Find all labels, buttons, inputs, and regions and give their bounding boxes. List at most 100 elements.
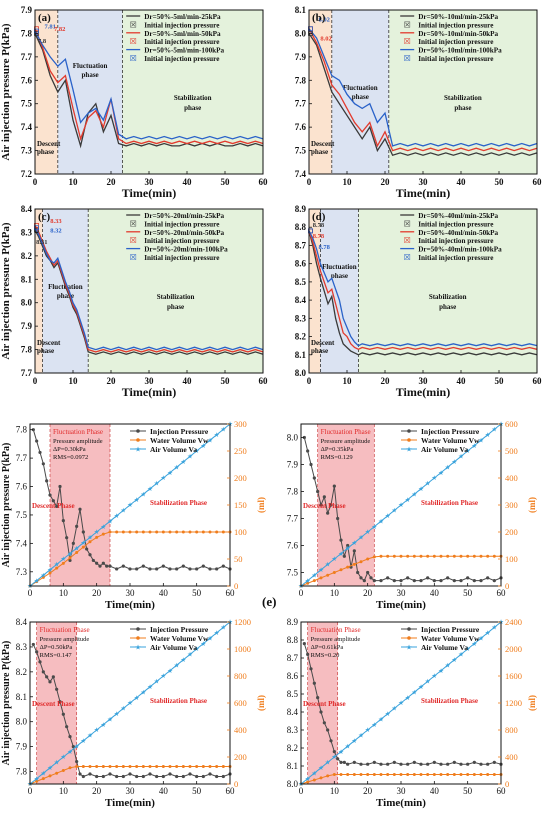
panel-e2-air-point: ★ <box>331 555 337 563</box>
panel-e4-pressure-point <box>372 760 376 765</box>
panel-e4-amplitude-label: Pressure amplitude <box>311 636 361 643</box>
panel-e3-xtick-label: 20 <box>92 786 102 796</box>
panel-c-y-axis-title: Air injection pressure P(kPa) <box>0 222 12 360</box>
panel-e4-legend-marker <box>407 636 411 640</box>
panel-e1-air-point: ★ <box>67 550 73 558</box>
panel-b-legend-marker: ☒ <box>404 20 411 29</box>
panel-a-ytick-label: 7.2 <box>21 169 33 179</box>
panel-e2-ytick-label: 7.6 <box>287 541 299 551</box>
panel-e1-air-point: ★ <box>147 485 153 493</box>
panel-e1-y2-axis-title: (ml) <box>256 497 266 513</box>
panel-e3-xtick-label: 40 <box>159 786 169 796</box>
panel-e1-pressure-point <box>38 450 42 455</box>
panel-e2-water-point <box>386 554 390 558</box>
panel-e1-xtick-label: 40 <box>159 588 169 598</box>
panel-c-series-line <box>34 229 264 355</box>
panel-e3-air-point: ★ <box>47 764 53 772</box>
panel-e1-pressure-point <box>128 567 132 571</box>
panel-e3-pressure-point <box>71 745 75 749</box>
panel-d-ytick-label: 8.5 <box>295 277 307 287</box>
panel-e3-pressure-point <box>121 774 125 779</box>
panel-c-legend-label: Initial injection pressure <box>144 220 219 228</box>
panel-e3-water-point <box>101 764 105 768</box>
panel-e2-amplitude-label: Pressure amplitude <box>321 438 371 445</box>
panel-c-phase-label-fluctuation: phase <box>57 292 74 300</box>
panel-e2-y2-axis-title: (ml) <box>527 497 537 513</box>
panel-b-xtick-label: 50 <box>495 177 505 187</box>
panel-e2-pressure-point <box>359 576 363 580</box>
panel-e4-water-point <box>352 773 356 777</box>
panel-e1-air-point: ★ <box>214 431 220 439</box>
panel-c-phase-label-descent: phase <box>37 347 54 355</box>
panel-e2-pressure-point <box>472 579 476 583</box>
panel-e1-pressure-point <box>168 567 172 571</box>
panel-a-xtick-label: 0 <box>33 177 38 187</box>
panel-e2-legend-label: Water Volume Vw <box>421 436 480 445</box>
panel-e4-legend-marker: ★ <box>406 643 412 651</box>
panel-b-phase-label-stabilization: Stabilization <box>444 94 482 102</box>
panel-e2-water-point <box>446 554 450 558</box>
panel-e1-pressure-point <box>45 479 49 483</box>
panel-c-phase-label-stabilization: phase <box>167 303 184 311</box>
panel-c-xtick-label: 30 <box>145 376 155 386</box>
panel-a-phase-label-stabilization: Stabilization <box>174 94 212 102</box>
panel-e2-water-point <box>352 562 356 566</box>
panel-e1-amplitude-label: Pressure amplitude <box>53 438 103 445</box>
panel-e1-air-point: ★ <box>114 512 120 520</box>
panel-e4-water-point <box>379 773 383 777</box>
panel-e2-air-point: ★ <box>425 480 431 488</box>
panel-e2-water-point <box>379 554 383 558</box>
panel-e4-xtick-label: 50 <box>463 786 473 796</box>
panel-e1-xtick-label: 20 <box>92 588 102 598</box>
panel-d-phase-label-stabilization: Stabilization <box>429 293 467 301</box>
panel-e4-air-point: ★ <box>425 678 431 686</box>
panel-e1-water-point <box>161 530 165 534</box>
panel-e3-pressure-point <box>201 774 205 779</box>
panel-e1-pressure-point <box>35 439 39 443</box>
panel-e1-y-axis-title: Air injection pressure P(kPa) <box>1 443 12 568</box>
panel-e1-pressure-point <box>188 567 192 571</box>
panel-e2-y2tick-label: 300 <box>505 500 518 510</box>
panel-e2-xtick-label: 10 <box>330 588 340 598</box>
panel-e2-pressure-point <box>339 538 343 542</box>
panel-e2-water-point <box>472 554 476 558</box>
panel-e3-pressure-point <box>58 700 62 704</box>
panel-c-ytick-label: 8.2 <box>21 251 33 261</box>
panel-e4-water-point <box>452 773 456 777</box>
panel-e2-air-point: ★ <box>465 447 471 455</box>
panel-e1-air-point: ★ <box>74 544 80 552</box>
panel-e2-pressure-point <box>306 449 310 453</box>
panel-e4-descent-label: Descent Phase <box>303 700 346 708</box>
panel-e3-pressure-point <box>81 774 85 779</box>
panel-e1-y2tick-label: 0 <box>234 581 238 591</box>
panel-e3-air-point: ★ <box>180 656 186 664</box>
panel-e3-water-point <box>95 764 99 768</box>
panel-e3-air-point: ★ <box>140 688 146 696</box>
panel-e4-xtick-label: 20 <box>363 786 373 796</box>
panel-e4-ytick-label: 8.4 <box>287 707 299 717</box>
panel-e3-delta-p: ΔP=0.50kPa <box>40 644 73 651</box>
panel-e1-air-point: ★ <box>127 501 133 509</box>
panel-e3-water-point <box>208 764 212 768</box>
panel-e3-air-point: ★ <box>187 651 193 659</box>
panel-e1-pressure-point <box>51 499 55 503</box>
panel-e1-air-point: ★ <box>60 555 66 563</box>
panel-e3-legend-label: Air Volume Va <box>150 643 197 652</box>
panel-e3-water-point <box>168 764 172 768</box>
panel-e4-rms: RMS=0.20 <box>311 652 340 659</box>
panel-e3-xtick-label: 60 <box>226 786 236 796</box>
panel-e4-air-point: ★ <box>311 769 317 777</box>
panel-e2-pressure-point <box>379 579 383 583</box>
panel-d-ytick-label: 8.7 <box>295 240 307 250</box>
panel-e1-pressure-point <box>195 567 199 571</box>
panel-e3-ytick-label: 7.9 <box>16 742 28 752</box>
panel-e1-water-point <box>128 530 132 534</box>
panel-e2-pressure-point <box>336 516 340 521</box>
panel-b-legend-marker: ☒ <box>404 54 411 63</box>
panel-a-annotation: 7.81 <box>45 24 56 31</box>
panel-e1-pressure-point <box>81 530 85 534</box>
panel-a-series-line <box>34 33 264 149</box>
panel-e2-air-point: ★ <box>305 577 311 585</box>
panel-e3-water-point <box>61 769 65 772</box>
panel-e3-water-point <box>35 779 39 783</box>
